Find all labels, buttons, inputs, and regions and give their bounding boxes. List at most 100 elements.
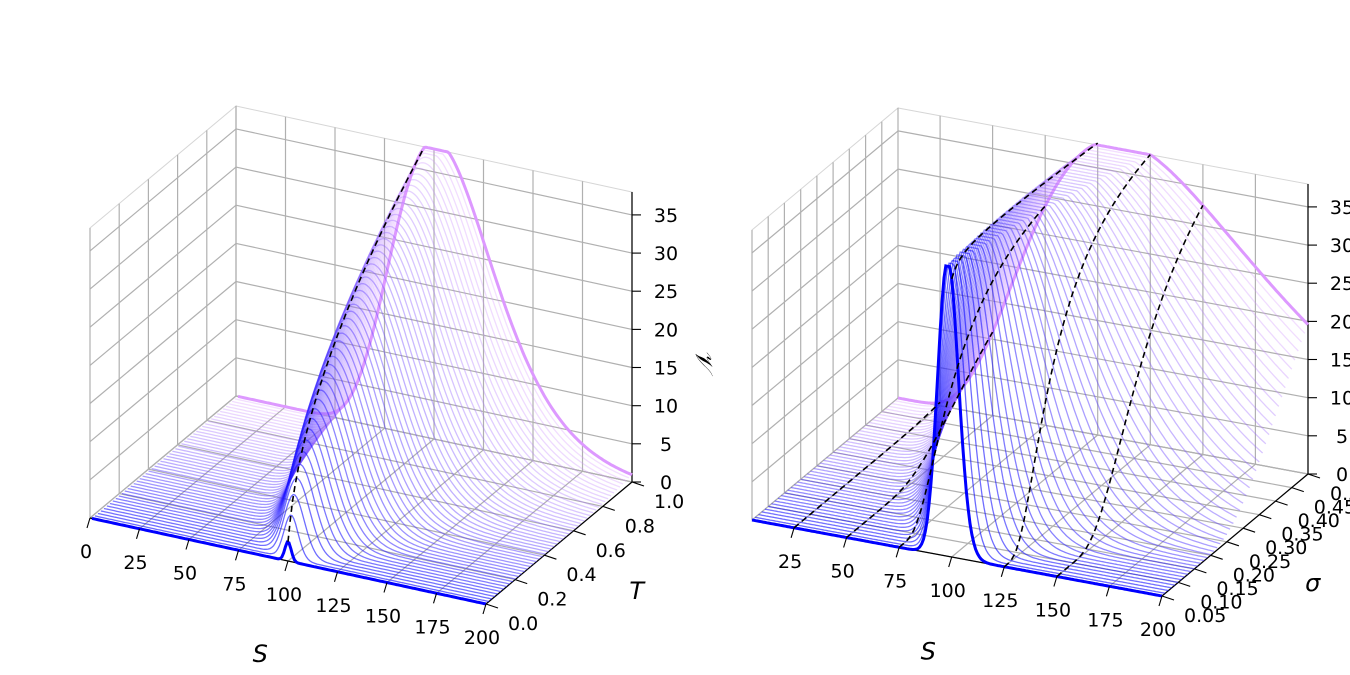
slice-curve xyxy=(172,269,567,538)
slice-curve xyxy=(797,226,1208,559)
y-tick-label: 0.40 xyxy=(1298,510,1340,532)
slice-curve xyxy=(181,250,576,530)
x-tick-label: 25 xyxy=(123,552,147,574)
tick-labels: 25 50 75 100 125 150 175 2000.050.100.150.200.2… xyxy=(778,197,1350,641)
slice-curve xyxy=(142,340,537,563)
x-tick-label: 100 xyxy=(266,584,302,606)
slice-curve xyxy=(97,493,493,600)
slice-curve xyxy=(124,389,519,578)
slice-curve xyxy=(819,207,1231,530)
x-tick-label: 200 xyxy=(464,627,500,649)
slice-curve xyxy=(836,194,1247,497)
slice-curve xyxy=(823,204,1234,524)
tick-labels: 0 25 50 75 100 125 150 175 2000.00.20.40.60.81.0… xyxy=(80,205,684,649)
slice-curve xyxy=(213,184,609,500)
slice-curve xyxy=(130,372,525,573)
x-tick-label: 75 xyxy=(222,573,246,595)
vega-vs-spot-volatility-plot: 25 50 75 100 125 150 175 2000.050.100.150.200.2… xyxy=(751,106,1350,666)
slice-curve xyxy=(133,363,528,570)
back-curve xyxy=(897,143,1310,405)
slice-curve xyxy=(160,296,555,548)
ridge-line xyxy=(793,401,941,529)
slice-curve xyxy=(829,199,1241,511)
slice-curve xyxy=(193,225,588,519)
x-axis-label: S xyxy=(253,640,268,668)
x-tick-label: 25 xyxy=(778,551,802,573)
y-axis-label: σ xyxy=(1305,569,1321,597)
slice-curve xyxy=(888,151,1299,413)
z-tick-label: 35 xyxy=(654,205,678,227)
x-tick-label: 50 xyxy=(173,563,197,585)
slice-curve xyxy=(842,189,1254,480)
slice-curve xyxy=(862,172,1273,437)
ridge-line xyxy=(846,331,994,539)
x-tick-label: 175 xyxy=(414,616,450,638)
slice-curve xyxy=(106,450,502,593)
slice-curve xyxy=(852,180,1264,454)
y-tick-label: 0.50 xyxy=(1330,483,1350,505)
slice-curve xyxy=(148,325,543,558)
x-tick-label: 100 xyxy=(930,580,966,602)
x-tick-label: 175 xyxy=(1087,609,1123,631)
slice-curve xyxy=(839,191,1250,489)
slice-curve xyxy=(216,178,612,497)
y-tick-label: 0.6 xyxy=(596,540,626,562)
z-tick-label: 10 xyxy=(1330,388,1350,410)
z-tick-label: 30 xyxy=(654,243,678,265)
y-tick-label: 0.0 xyxy=(508,613,538,635)
slice-curve xyxy=(816,210,1228,536)
z-tick-label: 15 xyxy=(654,358,678,380)
slice-curve xyxy=(136,355,531,568)
slice-curve xyxy=(175,263,570,535)
slice-curve xyxy=(755,262,1166,594)
slice-curve xyxy=(794,229,1205,562)
z-tick-label: 10 xyxy=(654,396,678,418)
z-tick-label: 25 xyxy=(654,281,678,303)
slice-curve xyxy=(94,514,490,603)
slice-curve xyxy=(169,276,564,540)
x-tick-label: 0 xyxy=(80,541,92,563)
z-tick-label: 15 xyxy=(1330,350,1350,372)
slice-curve xyxy=(205,202,600,508)
y-tick-label: 0.15 xyxy=(1216,578,1258,600)
back-curve xyxy=(237,145,633,477)
slice-curve xyxy=(764,254,1176,586)
slice-curve xyxy=(157,303,552,550)
ridge-line xyxy=(1003,154,1151,568)
slice-curve xyxy=(768,251,1179,584)
slice-curve xyxy=(115,417,510,585)
slice-curve xyxy=(112,428,508,588)
slice-curve xyxy=(781,240,1192,573)
x-tick-label: 150 xyxy=(1035,600,1071,622)
slice-curve xyxy=(225,162,621,488)
slice-curve xyxy=(118,407,513,583)
slice-curve xyxy=(166,282,561,543)
slice-curve xyxy=(163,289,558,545)
y-tick-label: 0.30 xyxy=(1265,537,1307,559)
slice-curve xyxy=(777,243,1189,575)
slice-curve xyxy=(800,223,1211,556)
y-tick-label: 0.4 xyxy=(566,564,596,586)
z-tick-label: 30 xyxy=(1330,235,1350,257)
slice-curve xyxy=(849,183,1260,463)
z-tick-label: 5 xyxy=(1336,426,1348,448)
slice-curve xyxy=(761,257,1172,589)
slice-curve xyxy=(121,398,516,580)
slice-curve xyxy=(845,186,1257,472)
x-axis-label: S xyxy=(921,638,936,666)
ridge-line xyxy=(950,142,1099,280)
y-tick-label: 0.2 xyxy=(537,589,567,611)
slice-curve xyxy=(127,380,522,575)
slice-curve xyxy=(234,149,630,479)
vega-curves xyxy=(751,143,1310,598)
y-tick-label: 0.05 xyxy=(1184,605,1226,627)
slice-curve xyxy=(878,159,1289,422)
y-tick-label: 0.25 xyxy=(1249,551,1291,573)
vega-vs-spot-maturity-plot: 0 25 50 75 100 125 150 175 2000.00.20.40.60.81.0… xyxy=(80,104,718,668)
x-tick-label: 75 xyxy=(883,570,907,592)
slice-curve xyxy=(758,259,1169,592)
ridge-lines xyxy=(793,142,1204,578)
slice-curve xyxy=(881,157,1293,419)
slice-curve xyxy=(109,439,505,590)
slice-curve xyxy=(196,219,591,517)
